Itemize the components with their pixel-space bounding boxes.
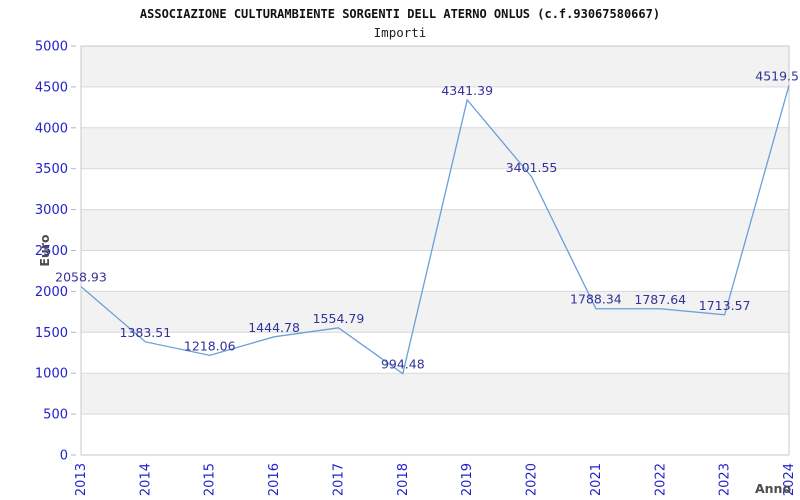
plot-band — [81, 209, 789, 251]
y-tick-label: 1500 — [35, 326, 68, 341]
y-tick-label: 4500 — [35, 80, 68, 95]
chart-title: ASSOCIAZIONE CULTURAMBIENTE SORGENTI DEL… — [139, 7, 661, 21]
data-point-label: 1788.34 — [570, 292, 622, 307]
data-point-label: 1713.57 — [699, 298, 751, 313]
y-tick-label: 2500 — [35, 244, 68, 259]
x-tick-label: 2014 — [138, 463, 153, 496]
x-tick-label: 2022 — [653, 463, 668, 496]
data-point-label: 4341.39 — [441, 83, 493, 98]
y-tick-label: 2000 — [35, 285, 68, 300]
plot-border — [80, 45, 790, 456]
plot-band — [81, 127, 789, 169]
x-tick-label: 2020 — [525, 463, 540, 496]
data-point-label: 1787.64 — [634, 292, 686, 307]
x-tick-label: 2017 — [331, 463, 346, 496]
chart-subtitle: Importi — [373, 25, 427, 40]
x-tick-label: 2021 — [589, 463, 604, 496]
data-point-label: 3401.55 — [506, 160, 558, 175]
x-axis-title: Anno — [755, 481, 791, 496]
data-point-label: 1444.78 — [248, 320, 300, 335]
x-tick-label: 2019 — [460, 463, 475, 496]
plot-band — [81, 291, 789, 333]
y-tick-label: 500 — [43, 408, 68, 423]
data-point-label: 1383.51 — [120, 325, 172, 340]
y-tick-label: 3500 — [35, 162, 68, 177]
y-tick-label: 1000 — [35, 367, 68, 382]
data-point-label: 1554.79 — [313, 311, 365, 326]
x-tick-label: 2018 — [396, 463, 411, 496]
data-point-label: 1218.06 — [184, 338, 236, 353]
plot-band — [81, 46, 789, 87]
x-tick-label: 2023 — [718, 463, 733, 496]
y-tick-label: 3000 — [35, 203, 68, 218]
plot-band — [81, 373, 789, 415]
y-tick-label: 4000 — [35, 121, 68, 136]
y-tick-label: 5000 — [35, 40, 68, 55]
x-tick-label: 2016 — [267, 463, 282, 496]
data-point-label: 2058.93 — [55, 270, 107, 285]
x-tick-label: 2024 — [782, 463, 797, 496]
data-point-label: 994.48 — [381, 357, 425, 372]
x-tick-label: 2013 — [74, 463, 89, 496]
data-line — [80, 85, 790, 375]
y-tick-label: 0 — [60, 449, 68, 464]
data-point-label: 4519.5 — [755, 68, 799, 83]
y-axis-title: Euro — [37, 234, 52, 267]
x-tick-label: 2015 — [203, 463, 218, 496]
